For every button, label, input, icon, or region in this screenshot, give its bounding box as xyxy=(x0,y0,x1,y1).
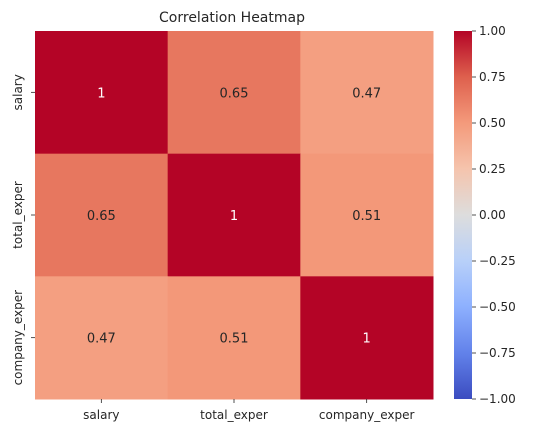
x-tick-label: salary xyxy=(83,408,119,422)
heatmap-cell xyxy=(35,276,169,400)
colorbar-tick-label: 0.75 xyxy=(479,70,506,84)
heatmap-cell xyxy=(300,276,434,400)
heatmap-cell xyxy=(300,31,434,155)
y-tick-label: company_exper xyxy=(11,290,25,386)
x-tick-label: total_exper xyxy=(200,408,268,422)
colorbar-tick-label: −0.25 xyxy=(479,254,516,268)
cell-annotation: 0.65 xyxy=(220,86,249,101)
heatmap-cell xyxy=(35,31,169,155)
cell-annotation: 1 xyxy=(97,86,105,101)
cell-annotation: 1 xyxy=(363,332,371,347)
heatmap-cells: 1 0.65 0.47 0.65 1 0.51 0.47 0.51 1 xyxy=(35,31,434,400)
heatmap-cell xyxy=(167,31,301,155)
cell-annotation: 0.51 xyxy=(352,209,381,224)
colorbar-tick-label: 0.25 xyxy=(479,162,506,176)
heatmap-cell xyxy=(35,153,169,277)
x-axis-ticks: salary total_exper company_exper xyxy=(83,399,414,422)
heatmap-cell xyxy=(300,153,434,277)
colorbar-tick-label: 0.50 xyxy=(479,116,506,130)
y-tick-label: total_exper xyxy=(11,181,25,249)
y-axis-ticks: salary total_exper company_exper xyxy=(11,74,35,385)
colorbar-tick-label: −0.50 xyxy=(479,300,516,314)
cell-annotation: 0.65 xyxy=(87,209,116,224)
cell-annotation: 0.47 xyxy=(352,86,381,101)
chart-title: Correlation Heatmap xyxy=(159,10,305,26)
colorbar-tick-label: −1.00 xyxy=(479,392,516,406)
colorbar-tick-label: −0.75 xyxy=(479,346,516,360)
y-tick-label: salary xyxy=(11,74,25,110)
x-tick-label: company_exper xyxy=(319,408,415,422)
colorbar xyxy=(454,31,472,399)
colorbar-tick-label: 1.00 xyxy=(479,24,506,38)
colorbar-tick-label: 0.00 xyxy=(479,208,506,222)
colorbar-ticks: 1.00 0.75 0.50 0.25 0.00 −0.25 −0.50 −0.75 −1.00 xyxy=(472,24,516,406)
heatmap-cell xyxy=(167,276,301,400)
heatmap-cell xyxy=(167,153,301,277)
cell-annotation: 1 xyxy=(230,209,238,224)
cell-annotation: 0.51 xyxy=(220,332,249,347)
cell-annotation: 0.47 xyxy=(87,332,116,347)
